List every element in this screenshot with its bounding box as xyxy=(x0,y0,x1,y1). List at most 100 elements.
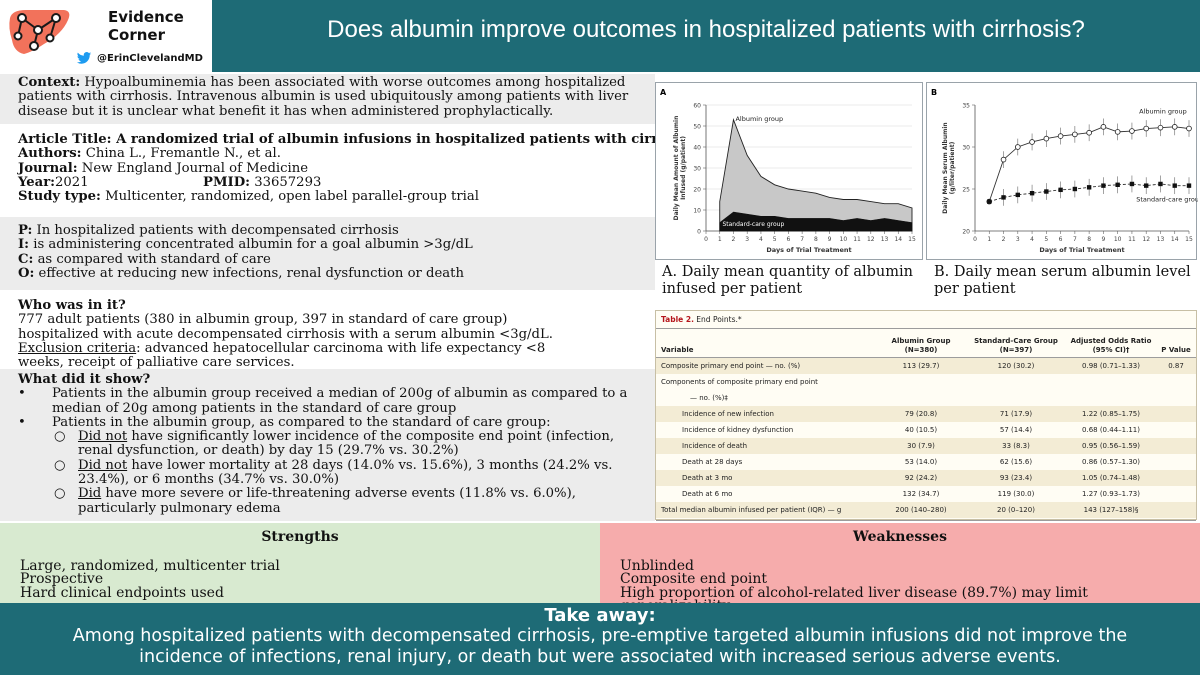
twitter-handle: @ErinClevelandMD xyxy=(97,53,203,64)
albumin-group-point xyxy=(1086,129,1092,136)
figure-b-caption-line-1: B. Daily mean serum albumin level xyxy=(934,264,1191,280)
table-cell-albumin: 92 (24.2) xyxy=(904,474,938,482)
x-tick-label: 2 xyxy=(732,236,736,243)
table-cell-variable: Incidence of death xyxy=(682,442,748,450)
strength-item: Hard clinical endpoints used xyxy=(20,584,224,601)
population-line-4: weeks, receipt of palliative care servic… xyxy=(18,355,295,371)
x-tick-label: 15 xyxy=(1185,236,1193,243)
x-tick-label: 3 xyxy=(1016,236,1020,243)
table-cell-or: 0.86 (0.57–1.30) xyxy=(1082,458,1140,466)
weakness-item: Unblinded xyxy=(620,557,694,574)
standard-care-point xyxy=(1186,183,1192,188)
pico-o-label: O: xyxy=(18,265,35,281)
standard-care-point xyxy=(1072,186,1078,192)
x-tick-label: 4 xyxy=(1030,236,1034,243)
table-cell-variable: Death at 6 mo xyxy=(682,490,733,498)
table-row: Incidence of death 30 (7.9) 33 (8.3) 0.95 (… xyxy=(656,438,1196,454)
table-cell-albumin: 200 (140–280) xyxy=(895,506,947,514)
albumin-group-point xyxy=(1114,129,1121,135)
bullet-1-line-1: Patients in the albumin group received a… xyxy=(52,386,628,402)
pico-c: C: as compared with standard of care xyxy=(18,251,655,267)
x-tick-label: 4 xyxy=(759,236,763,243)
brand-line-1: Evidence xyxy=(108,8,184,26)
col-or-line-1: Adjusted Odds Ratio xyxy=(1070,337,1152,345)
x-tick-label: 5 xyxy=(1044,236,1048,243)
x-tick-label: 8 xyxy=(1087,236,1091,243)
y-tick-label: 0 xyxy=(697,229,701,236)
twitter-handle-row[interactable]: @ErinClevelandMD xyxy=(76,52,203,65)
table-cell-or: 1.22 (0.85–1.75) xyxy=(1082,410,1140,418)
results-title: What did it show? xyxy=(18,372,151,387)
takeaway-line-2: incidence of infections, renal injury, o… xyxy=(139,647,1061,667)
y-axis-label-line-2: Infused (g/patient) xyxy=(680,136,687,200)
takeaway-banner: Take away: Among hospitalized patients w… xyxy=(0,603,1200,675)
albumin-group-point xyxy=(1129,128,1135,134)
results-bullet-2: • Patients in the albumin group, as compa… xyxy=(18,415,655,430)
col-variable: Variable xyxy=(661,346,694,354)
pmid-value: 33657293 xyxy=(250,174,322,190)
standard-care-point xyxy=(1044,189,1049,194)
year-label: Year: xyxy=(18,174,56,190)
context-line-3: disease but it is unclear what benefit i… xyxy=(18,103,554,119)
population-block: Who was in it? 777 adult patients (380 i… xyxy=(0,292,655,371)
col-or-line-2: (95% CI)† xyxy=(1092,346,1130,354)
table-cell-albumin: 53 (14.0) xyxy=(904,458,938,466)
table-row: Incidence of kidney dysfunction 40 (10.5)… xyxy=(656,422,1196,438)
standard-care-point xyxy=(1115,182,1120,187)
results-bullet-1: • Patients in the albumin group received … xyxy=(18,386,655,402)
context-label: Context: xyxy=(18,75,81,90)
y-axis-label-line-2: (g/liter/patient) xyxy=(949,141,956,194)
population-exclusion: Exclusion criteria: advanced hepatocellu… xyxy=(18,340,655,356)
study-type-label: Study type: xyxy=(18,189,101,205)
x-axis-label: Days of Trial Treatment xyxy=(1039,246,1124,254)
albumin-group-point xyxy=(1186,125,1192,132)
figure-b-caption-line-2: per patient xyxy=(934,281,1016,297)
table-bottom-rule xyxy=(656,520,1196,521)
table-cell-variable: Death at 28 days xyxy=(682,458,743,466)
pico-block: P: In hospitalized patients with decompe… xyxy=(0,217,655,290)
figure-b-caption: B. Daily mean serum albumin level per pa… xyxy=(934,264,1191,298)
bullet-1-line-2: median of 20g among patients in the stan… xyxy=(52,400,457,416)
x-axis-label: Days of Trial Treatment xyxy=(766,246,851,254)
standard-care-point xyxy=(1172,183,1177,188)
article-title: Article Title: A randomized trial of alb… xyxy=(18,132,697,147)
albumin-group-point xyxy=(1157,124,1164,131)
figure-a-panel: A 0 10 20 30 40 50 60 0 1 2 3 4 5 6 7 8 9 10 11 12 13 14 15 Days… xyxy=(655,82,923,260)
x-tick-label: 3 xyxy=(745,236,749,243)
standard-care-point xyxy=(1058,187,1063,193)
standard-care-point xyxy=(1101,183,1106,188)
strengths-panel: Strengths Large, randomized, multicenter… xyxy=(0,523,600,603)
weakness-item: Composite end point xyxy=(620,571,768,587)
x-tick-label: 0 xyxy=(973,236,977,243)
twitter-bird-icon xyxy=(76,52,92,64)
x-tick-label: 1 xyxy=(987,236,991,243)
x-tick-label: 6 xyxy=(1059,236,1063,243)
sub-1-line-2: renal dysfunction, or death) by day 15 (… xyxy=(78,443,459,459)
journal-value: New England Journal of Medicine xyxy=(77,160,309,176)
table-cell-standard: 20 (0–120) xyxy=(997,506,1035,514)
col-albumin-line-1: Albumin Group xyxy=(891,337,951,345)
strength-item: Prospective xyxy=(20,571,104,587)
table-cell-variable: Incidence of kidney dysfunction xyxy=(682,426,794,434)
col-albumin: Albumin Group (N=380) xyxy=(871,337,971,355)
albumin-group-point xyxy=(1015,144,1021,150)
table-row: Components of composite primary end poin… xyxy=(656,374,1196,390)
standard-care-point xyxy=(987,199,992,204)
sub-marker: ○ xyxy=(54,429,66,445)
x-tick-label: 5 xyxy=(773,236,777,243)
albumin-group-point xyxy=(1057,133,1064,139)
exclusion-label: Exclusion criteria xyxy=(18,340,137,356)
x-tick-label: 13 xyxy=(881,236,889,243)
table-cell-albumin: 79 (20.8) xyxy=(904,410,938,418)
sub-3-emphasis: Did xyxy=(78,486,102,502)
pico-c-label: C: xyxy=(18,251,34,267)
article-authors: Authors: China L., Fremantle N., et al. xyxy=(18,147,655,161)
pico-i-text: is administering concentrated albumin fo… xyxy=(29,237,473,253)
table-row: Death at 6 mo 132 (34.7) 119 (30.0) 1.27 (0… xyxy=(656,486,1196,502)
y-tick-label: 20 xyxy=(693,187,701,194)
weaknesses-list: Unblinded Composite end point High propo… xyxy=(600,557,1200,614)
takeaway-line-1: Among hospitalized patients with decompe… xyxy=(72,626,1128,646)
x-tick-label: 10 xyxy=(1114,236,1122,243)
table-cell-albumin: 30 (7.9) xyxy=(907,442,935,450)
takeaway-title: Take away: xyxy=(544,605,656,626)
